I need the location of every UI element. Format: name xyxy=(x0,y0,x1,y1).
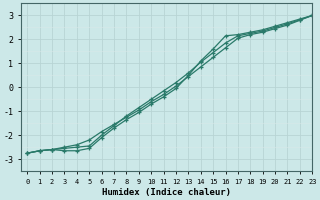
X-axis label: Humidex (Indice chaleur): Humidex (Indice chaleur) xyxy=(102,188,231,197)
